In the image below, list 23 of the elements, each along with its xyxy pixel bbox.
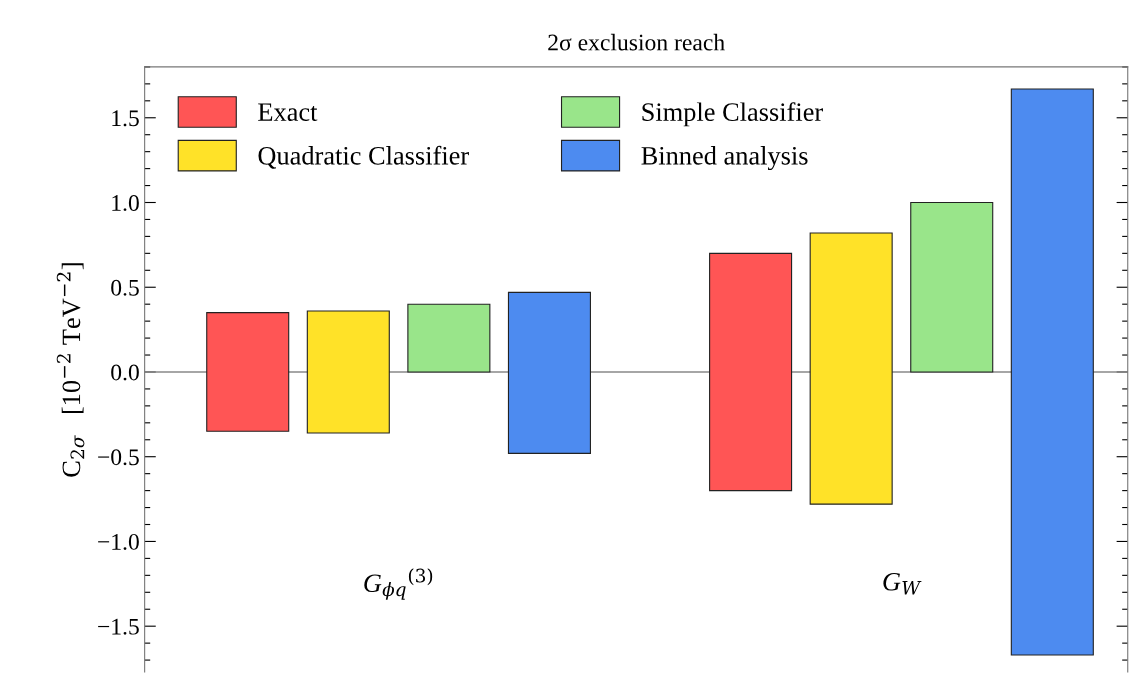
y-axis-title: C$_{2σ}$ [10$^{−2}$ TeV$^{−2}$] bbox=[56, 263, 85, 477]
bar bbox=[206, 312, 290, 432]
bar bbox=[709, 252, 793, 492]
y-tick-label: −1.0 bbox=[98, 533, 139, 550]
bar bbox=[910, 201, 994, 373]
legend-label: Binned analysis bbox=[641, 146, 808, 171]
bar bbox=[306, 310, 390, 434]
chart-title: 2σ exclusion reach bbox=[548, 33, 725, 51]
legend-label: Exact bbox=[258, 103, 318, 121]
y-tick-label: 1.5 bbox=[112, 110, 139, 127]
y-tick-label: 0.0 bbox=[111, 364, 139, 381]
x-tick-label: G$_{ϕq}$$^{(3)}$ bbox=[364, 568, 433, 600]
y-tick-label: 0.5 bbox=[111, 279, 139, 296]
legend-label: Simple Classifier bbox=[642, 102, 823, 127]
legend-label: Quadratic Classifier bbox=[258, 145, 469, 169]
bar bbox=[407, 303, 491, 373]
x-tick-label: G$_{W}$ bbox=[883, 572, 922, 595]
bar bbox=[1010, 88, 1094, 656]
y-tick-label: −0.5 bbox=[98, 449, 139, 466]
bar bbox=[809, 232, 893, 505]
y-tick-label: −1.5 bbox=[98, 618, 139, 635]
y-tick-label: 1.0 bbox=[112, 194, 139, 212]
bar bbox=[507, 291, 591, 454]
